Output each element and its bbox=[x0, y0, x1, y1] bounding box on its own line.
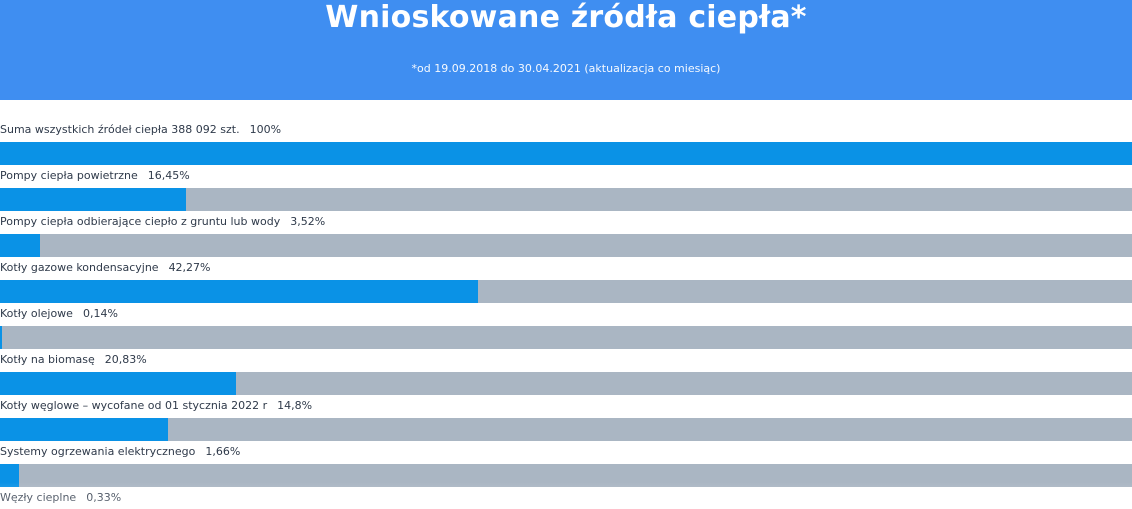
bar-label: Kotły węglowe – wycofane od 01 stycznia … bbox=[0, 398, 312, 414]
bar-fill bbox=[0, 280, 478, 303]
bar-category-label: Kotły na biomasę bbox=[0, 353, 95, 366]
bar-value-label: 14,8% bbox=[277, 399, 313, 412]
bar-value-label: 0,33% bbox=[86, 491, 122, 504]
bar-fill bbox=[0, 326, 2, 349]
bar-track bbox=[0, 464, 1132, 487]
bar-value-label: 3,52% bbox=[290, 215, 326, 228]
bar-label: Węzły cieplne 0,33% bbox=[0, 490, 121, 506]
bar-fill bbox=[0, 234, 40, 257]
bar-category-label: Pompy ciepła powietrzne bbox=[0, 169, 138, 182]
bar-value-label: 100% bbox=[249, 123, 282, 136]
bar-label: Systemy ogrzewania elektrycznego 1,66% bbox=[0, 444, 240, 460]
bar-category-label: Kotły węglowe – wycofane od 01 stycznia … bbox=[0, 399, 268, 412]
bar-label: Kotły na biomasę 20,83% bbox=[0, 352, 147, 368]
bar-track bbox=[0, 280, 1132, 303]
bar-track bbox=[0, 234, 1132, 257]
bar-category-label: Suma wszystkich źródeł ciepła 388 092 sz… bbox=[0, 123, 240, 136]
bar-value-label: 1,66% bbox=[205, 445, 241, 458]
bar-fill bbox=[0, 418, 168, 441]
bar-category-label: Pompy ciepła odbierające ciepło z gruntu… bbox=[0, 215, 281, 228]
bar-label: Kotły olejowe 0,14% bbox=[0, 306, 118, 322]
bar-fill bbox=[0, 464, 19, 487]
bar-category-label: Systemy ogrzewania elektrycznego bbox=[0, 445, 196, 458]
bar-category-label: Węzły cieplne bbox=[0, 491, 77, 504]
bar-track bbox=[0, 418, 1132, 441]
bar-value-label: 16,45% bbox=[147, 169, 190, 182]
bar-track bbox=[0, 372, 1132, 395]
header-banner: Wnioskowane źródła ciepła* *od 19.09.201… bbox=[0, 0, 1132, 100]
bar-label: Pompy ciepła odbierające ciepło z gruntu… bbox=[0, 214, 325, 230]
bar-fill bbox=[0, 142, 1132, 165]
bar-value-label: 42,27% bbox=[168, 261, 211, 274]
bar-track bbox=[0, 142, 1132, 165]
bar-value-label: 20,83% bbox=[104, 353, 147, 366]
page-title: Wnioskowane źródła ciepła* bbox=[325, 0, 807, 35]
page-subtitle: *od 19.09.2018 do 30.04.2021 (aktualizac… bbox=[411, 62, 721, 75]
bar-track bbox=[0, 188, 1132, 211]
bar-value-label: 0,14% bbox=[82, 307, 118, 320]
bar-label: Kotły gazowe kondensacyjne 42,27% bbox=[0, 260, 211, 276]
bar-fill bbox=[0, 372, 236, 395]
bar-category-label: Kotły olejowe bbox=[0, 307, 73, 320]
bar-label: Pompy ciepła powietrzne 16,45% bbox=[0, 168, 190, 184]
bar-category-label: Kotły gazowe kondensacyjne bbox=[0, 261, 159, 274]
bar-track bbox=[0, 326, 1132, 349]
bar-fill bbox=[0, 188, 186, 211]
bar-label: Suma wszystkich źródeł ciepła 388 092 sz… bbox=[0, 122, 281, 138]
